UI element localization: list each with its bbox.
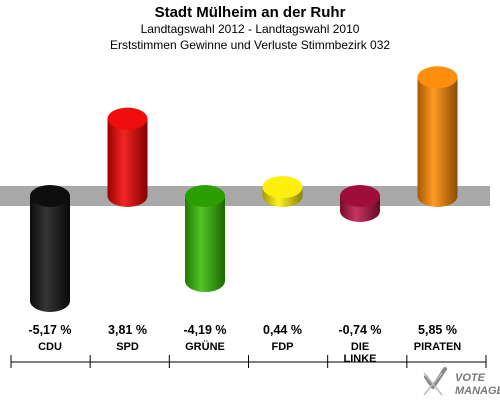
category-label: CDU (38, 341, 62, 353)
bar-body (185, 196, 225, 293)
chart-subtitle-2: Erststimmen Gewinne und Verluste Stimmbe… (110, 38, 390, 52)
bar-body (107, 118, 148, 207)
bar-cap (107, 107, 148, 130)
axis-ticks-group (10, 355, 487, 368)
category-label: FDP (272, 341, 294, 353)
value-label: -4,19 % (183, 323, 226, 337)
bars-group (30, 66, 458, 312)
bar-die-linke (340, 185, 380, 223)
checkmark-icon (423, 367, 447, 396)
value-labels-group: -5,17 % 3,81 % -4,19 % 0,44 % -0,74 % 5,85 % (28, 323, 457, 337)
vote-manager-logo: VOTE MANAGER (423, 367, 500, 397)
bar-cdu (30, 185, 70, 312)
bar-cap (30, 185, 70, 207)
value-label: -5,17 % (28, 323, 71, 337)
bar-piraten (417, 66, 458, 208)
chart-title: Stadt Mülheim an der Ruhr (155, 4, 346, 21)
bar-fdp (262, 176, 303, 207)
category-label: SPD (116, 341, 139, 353)
baseline-band (0, 186, 490, 206)
category-label: GRÜNE (185, 340, 225, 353)
bar-cap (340, 185, 380, 207)
category-label: LINKE (344, 353, 377, 365)
bar-grüne (185, 185, 225, 293)
value-label: 3,81 % (108, 323, 147, 337)
bar-body (417, 77, 458, 208)
bar-cap (185, 185, 225, 207)
category-label: DIE (351, 341, 369, 353)
category-axis (10, 355, 487, 368)
logo-text-line1: VOTE (455, 372, 486, 384)
category-label: PIRATEN (414, 341, 462, 353)
bar-cap (262, 176, 303, 199)
bar-cap (417, 66, 458, 89)
value-label: 5,85 % (418, 323, 457, 337)
bar-body (30, 196, 70, 312)
value-label: 0,44 % (263, 323, 302, 337)
logo-text-line2: MANAGER (455, 385, 500, 397)
chart-subtitle: Landtagswahl 2012 - Landtagswahl 2010 (141, 22, 360, 36)
value-label: -0,74 % (338, 323, 381, 337)
bar-spd (107, 107, 148, 207)
